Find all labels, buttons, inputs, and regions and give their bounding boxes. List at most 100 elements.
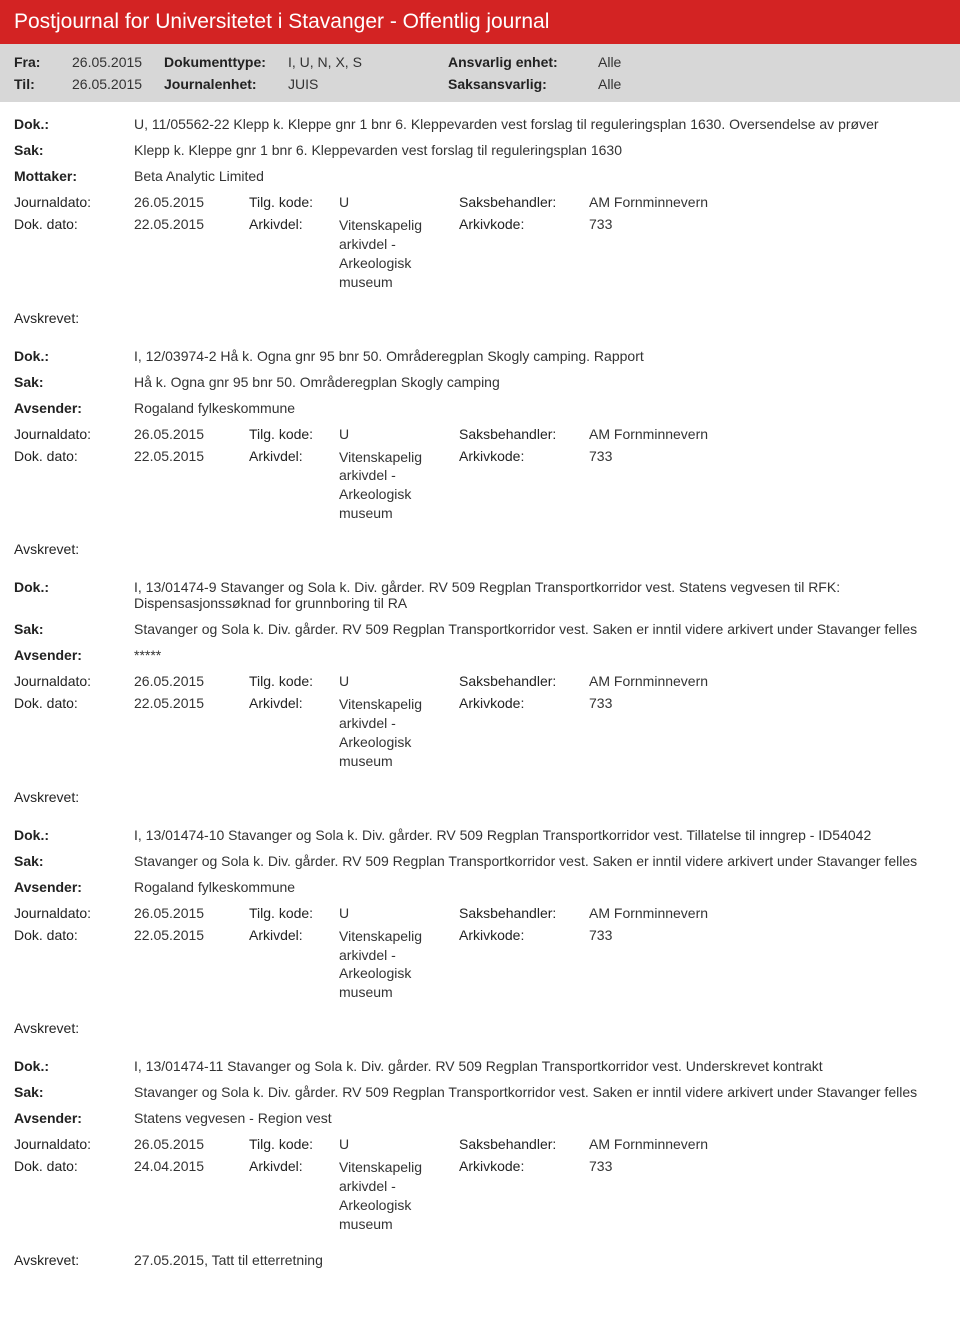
arkivkode-value: 733 (589, 448, 946, 524)
saksbehandler-value: AM Fornminnevern (589, 194, 946, 210)
saksbehandler-value: AM Fornminnevern (589, 1136, 946, 1152)
tilgkode-label: Tilg. kode: (249, 194, 339, 210)
arkivdel-value: Vitenskapelig arkivdel - Arkeologisk mus… (339, 927, 459, 1003)
dokdato-label: Dok. dato: (14, 216, 134, 292)
dokdato-value: 24.04.2015 (134, 1158, 249, 1234)
dok-label: Dok.: (14, 116, 134, 132)
arkivdel-label: Arkivdel: (249, 927, 339, 1003)
tilgkode-label: Tilg. kode: (249, 905, 339, 921)
sak-value: Stavanger og Sola k. Div. gårder. RV 509… (134, 1084, 946, 1100)
arkivdel-label: Arkivdel: (249, 695, 339, 771)
arkivkode-value: 733 (589, 216, 946, 292)
dok-value: I, 13/01474-11 Stavanger og Sola k. Div.… (134, 1058, 946, 1074)
journaldato-label: Journaldato: (14, 426, 134, 442)
arkivkode-value: 733 (589, 1158, 946, 1234)
meta-fra-value: 26.05.2015 (72, 54, 164, 70)
dokdato-value: 22.05.2015 (134, 216, 249, 292)
saksbehandler-label: Saksbehandler: (459, 1136, 589, 1152)
meta-panel: Fra: 26.05.2015 Dokumenttype: I, U, N, X… (0, 44, 960, 102)
arkivkode-value: 733 (589, 927, 946, 1003)
party-label: Mottaker: (14, 168, 134, 184)
journaldato-value: 26.05.2015 (134, 426, 249, 442)
party-value: ***** (134, 647, 946, 663)
journal-entry: Dok.: I, 13/01474-10 Stavanger og Sola k… (0, 813, 960, 1045)
party-label: Avsender: (14, 1110, 134, 1126)
journal-entry: Dok.: U, 11/05562-22 Klepp k. Kleppe gnr… (0, 102, 960, 334)
tilgkode-label: Tilg. kode: (249, 426, 339, 442)
sak-label: Sak: (14, 621, 134, 637)
saksbehandler-label: Saksbehandler: (459, 194, 589, 210)
party-value: Rogaland fylkeskommune (134, 879, 946, 895)
sak-label: Sak: (14, 853, 134, 869)
tilgkode-value: U (339, 673, 459, 689)
avskrevet-value: 27.05.2015, Tatt til etterretning (134, 1252, 946, 1268)
arkivdel-label: Arkivdel: (249, 1158, 339, 1234)
journaldato-label: Journaldato: (14, 905, 134, 921)
saksbehandler-value: AM Fornminnevern (589, 426, 946, 442)
dokdato-value: 22.05.2015 (134, 695, 249, 771)
arkivdel-label: Arkivdel: (249, 448, 339, 524)
meta-fra-label: Fra: (14, 54, 72, 70)
tilgkode-value: U (339, 426, 459, 442)
journaldato-label: Journaldato: (14, 194, 134, 210)
meta-til-value: 26.05.2015 (72, 76, 164, 92)
sak-label: Sak: (14, 142, 134, 158)
sak-value: Stavanger og Sola k. Div. gårder. RV 509… (134, 853, 946, 869)
avskrevet-label: Avskrevet: (14, 310, 134, 326)
party-label: Avsender: (14, 647, 134, 663)
saksbehandler-label: Saksbehandler: (459, 905, 589, 921)
party-label: Avsender: (14, 400, 134, 416)
party-value: Statens vegvesen - Region vest (134, 1110, 946, 1126)
dok-value: I, 13/01474-10 Stavanger og Sola k. Div.… (134, 827, 946, 843)
tilgkode-value: U (339, 1136, 459, 1152)
sak-value: Hå k. Ogna gnr 95 bnr 50. Områderegplan … (134, 374, 946, 390)
dok-value: I, 12/03974-2 Hå k. Ogna gnr 95 bnr 50. … (134, 348, 946, 364)
saksbehandler-label: Saksbehandler: (459, 426, 589, 442)
journaldato-label: Journaldato: (14, 1136, 134, 1152)
meta-journalenhet-value: JUIS (288, 76, 448, 92)
arkivkode-label: Arkivkode: (459, 1158, 589, 1234)
journaldato-value: 26.05.2015 (134, 673, 249, 689)
saksbehandler-label: Saksbehandler: (459, 673, 589, 689)
dokdato-label: Dok. dato: (14, 695, 134, 771)
dokdato-value: 22.05.2015 (134, 448, 249, 524)
avskrevet-label: Avskrevet: (14, 1252, 134, 1268)
party-value: Rogaland fylkeskommune (134, 400, 946, 416)
meta-ansvarlig-label: Ansvarlig enhet: (448, 54, 598, 70)
dok-label: Dok.: (14, 1058, 134, 1074)
journaldato-label: Journaldato: (14, 673, 134, 689)
party-value: Beta Analytic Limited (134, 168, 946, 184)
dokdato-label: Dok. dato: (14, 927, 134, 1003)
journaldato-value: 26.05.2015 (134, 905, 249, 921)
avskrevet-label: Avskrevet: (14, 789, 134, 805)
tilgkode-value: U (339, 194, 459, 210)
sak-label: Sak: (14, 1084, 134, 1100)
dok-value: U, 11/05562-22 Klepp k. Kleppe gnr 1 bnr… (134, 116, 946, 132)
avskrevet-label: Avskrevet: (14, 1020, 134, 1036)
journaldato-value: 26.05.2015 (134, 194, 249, 210)
meta-ansvarlig-value: Alle (598, 54, 621, 70)
arkivkode-label: Arkivkode: (459, 216, 589, 292)
tilgkode-label: Tilg. kode: (249, 673, 339, 689)
arkivkode-label: Arkivkode: (459, 448, 589, 524)
meta-saksansvarlig-value: Alle (598, 76, 621, 92)
journal-entry: Dok.: I, 12/03974-2 Hå k. Ogna gnr 95 bn… (0, 334, 960, 566)
arkivkode-value: 733 (589, 695, 946, 771)
dok-label: Dok.: (14, 827, 134, 843)
saksbehandler-value: AM Fornminnevern (589, 673, 946, 689)
page-title: Postjournal for Universitetet i Stavange… (0, 0, 960, 44)
journaldato-value: 26.05.2015 (134, 1136, 249, 1152)
dokdato-value: 22.05.2015 (134, 927, 249, 1003)
meta-doktype-value: I, U, N, X, S (288, 54, 448, 70)
meta-journalenhet-label: Journalenhet: (164, 76, 288, 92)
tilgkode-label: Tilg. kode: (249, 1136, 339, 1152)
dokdato-label: Dok. dato: (14, 448, 134, 524)
party-label: Avsender: (14, 879, 134, 895)
sak-label: Sak: (14, 374, 134, 390)
arkivdel-value: Vitenskapelig arkivdel - Arkeologisk mus… (339, 1158, 459, 1234)
arkivkode-label: Arkivkode: (459, 927, 589, 1003)
avskrevet-label: Avskrevet: (14, 541, 134, 557)
meta-doktype-label: Dokumenttype: (164, 54, 288, 70)
sak-value: Klepp k. Kleppe gnr 1 bnr 6. Kleppevarde… (134, 142, 946, 158)
arkivdel-value: Vitenskapelig arkivdel - Arkeologisk mus… (339, 448, 459, 524)
